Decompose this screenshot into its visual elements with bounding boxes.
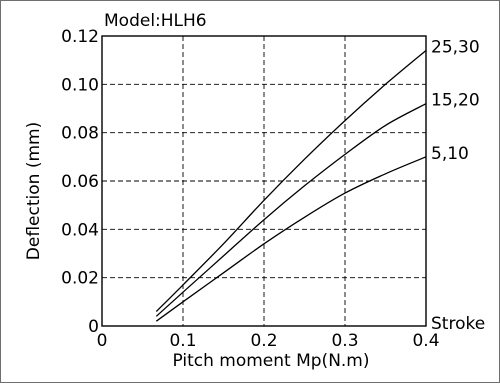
x-tick-label-3: 0.3 — [331, 331, 358, 351]
legend-title-stroke: Stroke — [431, 314, 485, 334]
y-tick-label-5: 0.10 — [61, 75, 99, 95]
y-tick-label-1: 0.02 — [61, 269, 99, 289]
y-tick-label-4: 0.08 — [61, 124, 99, 144]
y-tick-label-3: 0.06 — [61, 172, 99, 192]
series-line-0 — [155, 50, 427, 312]
y-tick-label-0: 0 — [88, 317, 99, 337]
series-label-2: 5,10 — [431, 144, 469, 164]
series-line-1 — [155, 103, 427, 317]
tick-labels: 0 0.1 0.2 0.3 0.4 0 0.02 0.04 0.06 0.08 0.10 0.12 — [61, 27, 439, 351]
series-curves — [155, 50, 427, 322]
x-tick-label-0: 0 — [97, 331, 108, 351]
y-tick-label-2: 0.04 — [61, 220, 99, 240]
x-tick-label-1: 0.1 — [169, 331, 196, 351]
plot-frame — [101, 35, 427, 327]
x-tick-label-4: 0.4 — [412, 331, 439, 351]
series-label-1: 15,20 — [431, 91, 480, 111]
chart-title: Model:HLH6 — [104, 11, 207, 31]
y-axis-title: Deflection (mm) — [24, 122, 44, 260]
x-axis-title: Pitch moment Mp(N.m) — [172, 351, 369, 371]
grid — [102, 36, 426, 326]
series-line-2 — [155, 156, 427, 322]
series-label-0: 25,30 — [431, 38, 480, 58]
y-tick-label-6: 0.12 — [61, 27, 99, 47]
series-labels: 25,30 15,20 5,10 — [431, 38, 480, 164]
x-tick-label-2: 0.2 — [250, 331, 277, 351]
